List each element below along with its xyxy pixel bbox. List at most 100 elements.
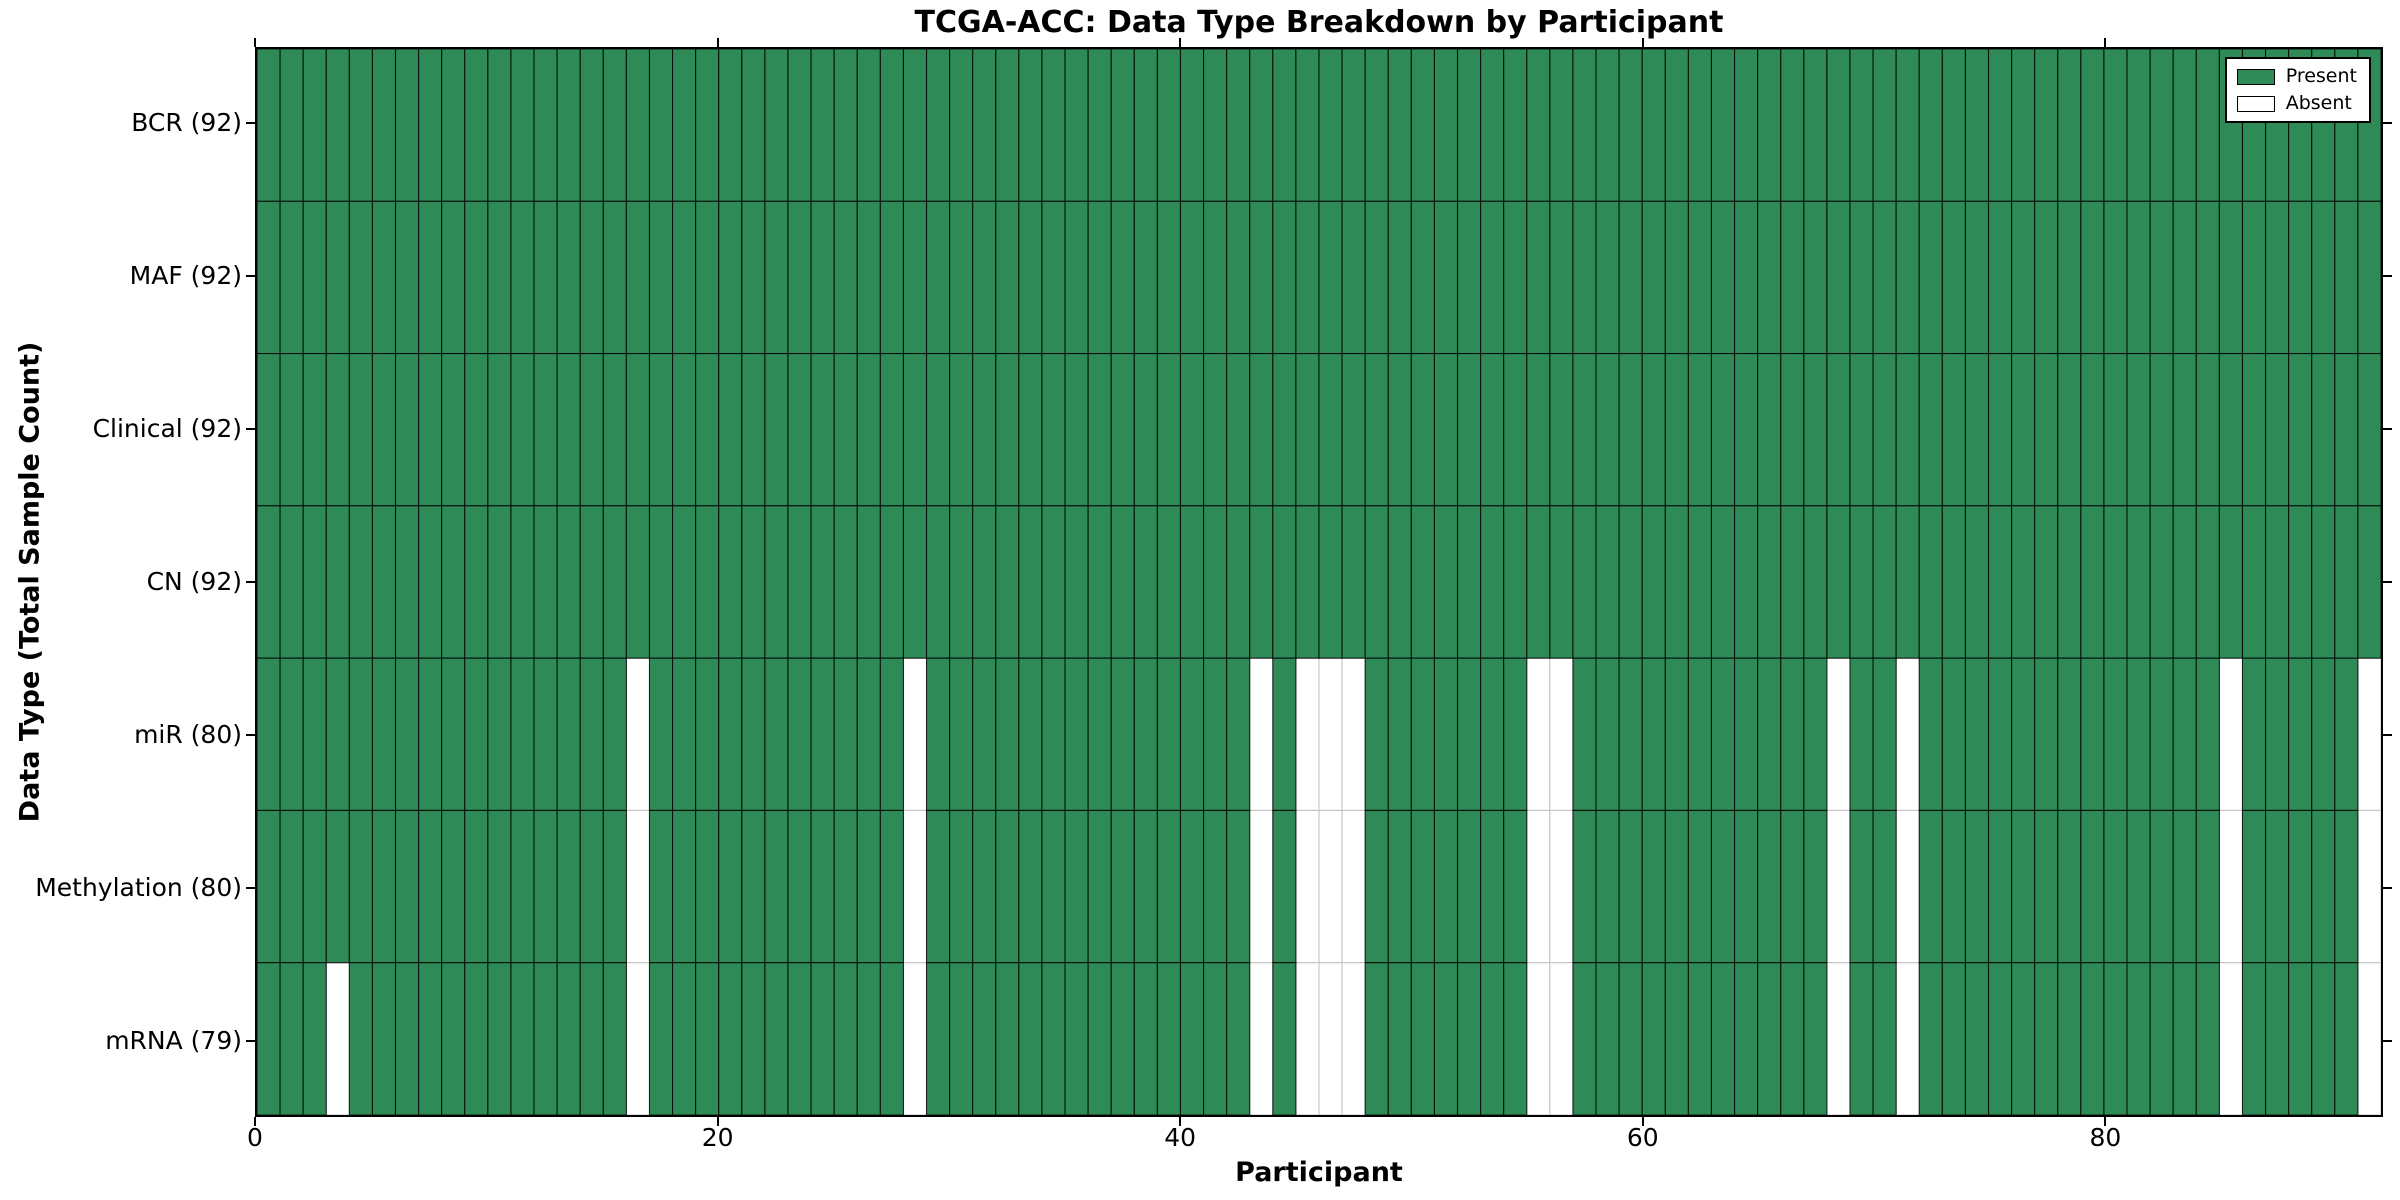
heatmap-cell xyxy=(1180,49,1203,201)
heatmap-cell xyxy=(1527,658,1550,810)
heatmap-cell xyxy=(1596,658,1619,810)
heatmap-cell xyxy=(465,354,488,506)
heatmap-cell xyxy=(580,658,603,810)
heatmap-cell xyxy=(2058,354,2081,506)
heatmap-cell xyxy=(1342,963,1365,1115)
heatmap-cell xyxy=(1804,506,1827,658)
heatmap-cell xyxy=(1065,963,1088,1115)
heatmap-cell xyxy=(1804,49,1827,201)
heatmap-cell xyxy=(880,354,903,506)
heatmap-cell xyxy=(626,963,649,1115)
heatmap-cell xyxy=(2219,963,2242,1115)
heatmap-cell xyxy=(2219,354,2242,506)
heatmap-cell xyxy=(1250,658,1273,810)
heatmap-cell xyxy=(1942,201,1965,353)
heatmap-cell xyxy=(973,963,996,1115)
heatmap-cell xyxy=(1665,658,1688,810)
heatmap-cell xyxy=(2035,354,2058,506)
heatmap-cell xyxy=(1735,963,1758,1115)
heatmap-cell xyxy=(626,201,649,353)
heatmap-cell xyxy=(765,810,788,962)
heatmap-cell xyxy=(1273,506,1296,658)
heatmap-cell xyxy=(996,201,1019,353)
heatmap-cell xyxy=(2035,201,2058,353)
heatmap-cell xyxy=(880,810,903,962)
heatmap-cell xyxy=(1434,354,1457,506)
heatmap-cell xyxy=(1919,506,1942,658)
y-tick-label: mRNA (79) xyxy=(105,1025,242,1055)
heatmap-cell xyxy=(1573,810,1596,962)
heatmap-cell xyxy=(1088,963,1111,1115)
heatmap-cell xyxy=(742,49,765,201)
heatmap-cell xyxy=(1873,354,1896,506)
heatmap-cell xyxy=(1458,201,1481,353)
heatmap-cell xyxy=(1388,506,1411,658)
heatmap-cell xyxy=(927,658,950,810)
heatmap-cell xyxy=(396,506,419,658)
heatmap-cell xyxy=(2104,354,2127,506)
heatmap-cell xyxy=(788,658,811,810)
heatmap-cell xyxy=(1711,658,1734,810)
heatmap-cell xyxy=(1458,658,1481,810)
heatmap-cell xyxy=(649,963,672,1115)
heatmap-cell xyxy=(673,963,696,1115)
heatmap-cell xyxy=(1227,49,1250,201)
heatmap-cell xyxy=(950,354,973,506)
heatmap-cell xyxy=(1388,658,1411,810)
heatmap-cell xyxy=(1250,810,1273,962)
heatmap-cell xyxy=(927,963,950,1115)
heatmap-cell xyxy=(1665,201,1688,353)
heatmap-cell xyxy=(1781,810,1804,962)
heatmap-cell xyxy=(1134,201,1157,353)
heatmap-cell xyxy=(834,354,857,506)
heatmap-cell xyxy=(1180,201,1203,353)
heatmap-cell xyxy=(719,658,742,810)
heatmap-cell xyxy=(1481,810,1504,962)
heatmap-cell xyxy=(719,49,742,201)
heatmap-cell xyxy=(442,354,465,506)
heatmap-cell xyxy=(419,658,442,810)
heatmap-cell xyxy=(465,49,488,201)
y-tick-label: MAF (92) xyxy=(129,261,242,291)
heatmap-cell xyxy=(1965,354,1988,506)
heatmap-cell xyxy=(603,810,626,962)
y-tick-mark-left xyxy=(246,733,255,736)
heatmap-cell xyxy=(696,658,719,810)
heatmap-cell xyxy=(488,201,511,353)
heatmap-cell xyxy=(1896,506,1919,658)
y-tick-mark-right xyxy=(2383,581,2392,583)
heatmap-cell xyxy=(419,354,442,506)
heatmap-cell xyxy=(788,810,811,962)
heatmap-cell xyxy=(442,658,465,810)
heatmap-cell xyxy=(742,963,765,1115)
heatmap-cell xyxy=(1065,658,1088,810)
heatmap-cell xyxy=(511,658,534,810)
heatmap-cell xyxy=(2104,963,2127,1115)
heatmap-cell xyxy=(1619,658,1642,810)
heatmap-cell xyxy=(1365,963,1388,1115)
heatmap-cell xyxy=(1042,810,1065,962)
heatmap-cell xyxy=(603,963,626,1115)
heatmap-cell xyxy=(1550,963,1573,1115)
heatmap-cell xyxy=(1781,49,1804,201)
heatmap-cell xyxy=(1134,354,1157,506)
x-tick-mark-bottom xyxy=(254,1117,256,1126)
heatmap-cell xyxy=(1850,658,1873,810)
heatmap-cell xyxy=(1365,506,1388,658)
heatmap-cell xyxy=(257,658,280,810)
heatmap-cell xyxy=(1665,810,1688,962)
heatmap-cell xyxy=(1781,506,1804,658)
heatmap-cell xyxy=(1296,49,1319,201)
heatmap-cell xyxy=(1619,506,1642,658)
heatmap-cell xyxy=(742,201,765,353)
heatmap-cell xyxy=(1573,201,1596,353)
heatmap-cell xyxy=(996,506,1019,658)
heatmap-cell xyxy=(1481,354,1504,506)
heatmap-cell xyxy=(857,201,880,353)
heatmap-cell xyxy=(1711,506,1734,658)
heatmap-cell xyxy=(719,810,742,962)
heatmap-cell xyxy=(673,201,696,353)
heatmap-cell xyxy=(1942,354,1965,506)
heatmap-cell xyxy=(349,201,372,353)
heatmap-cell xyxy=(1573,506,1596,658)
